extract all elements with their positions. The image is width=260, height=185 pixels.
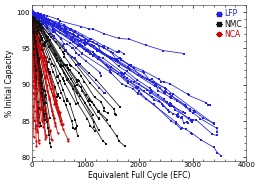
X-axis label: Equivalent Full Cycle (EFC): Equivalent Full Cycle (EFC) xyxy=(88,171,190,180)
Legend: LFP, NMC, NCA: LFP, NMC, NCA xyxy=(215,9,242,40)
Y-axis label: % Initial Capacity: % Initial Capacity xyxy=(5,49,14,117)
